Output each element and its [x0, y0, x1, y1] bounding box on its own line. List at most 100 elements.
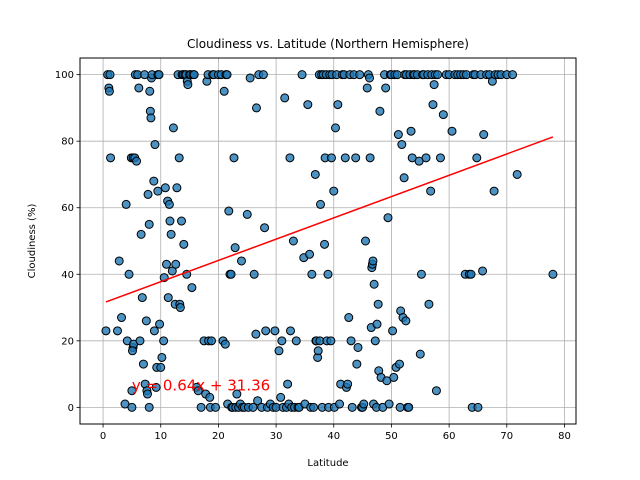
- data-point: [261, 326, 271, 336]
- data-point: [320, 239, 330, 249]
- data-point: [230, 243, 240, 253]
- data-point: [313, 346, 323, 356]
- data-point: [288, 236, 298, 246]
- plot-area-frame: [79, 57, 577, 425]
- data-point: [150, 140, 160, 150]
- y-tick-label: 100: [55, 70, 74, 81]
- x-tick-label: 80: [558, 431, 571, 442]
- data-point: [416, 269, 426, 279]
- data-point: [395, 359, 405, 369]
- data-point: [187, 283, 197, 293]
- data-point: [177, 216, 187, 226]
- data-point: [473, 402, 483, 412]
- data-point: [335, 399, 345, 409]
- data-point: [340, 153, 350, 163]
- data-point: [226, 269, 236, 279]
- data-point: [260, 223, 270, 233]
- data-points: [101, 70, 558, 412]
- data-point: [326, 153, 336, 163]
- data-point: [165, 216, 175, 226]
- data-point: [508, 70, 518, 80]
- data-point: [466, 269, 476, 279]
- data-point: [251, 103, 261, 113]
- data-point: [258, 70, 268, 80]
- data-point: [415, 349, 425, 359]
- data-point: [399, 173, 409, 183]
- data-point: [124, 269, 134, 279]
- data-point: [106, 153, 116, 163]
- data-point: [112, 326, 122, 336]
- data-point: [323, 269, 333, 279]
- data-point: [307, 269, 317, 279]
- data-point: [249, 269, 259, 279]
- data-point: [286, 326, 296, 336]
- data-point: [242, 209, 252, 219]
- data-point: [428, 100, 438, 110]
- data-point: [159, 336, 169, 346]
- data-point: [101, 326, 111, 336]
- data-point: [143, 189, 153, 199]
- data-point: [168, 123, 178, 133]
- data-point: [431, 386, 441, 396]
- data-point: [384, 399, 394, 409]
- data-point: [365, 73, 375, 83]
- data-point: [360, 236, 370, 246]
- data-point: [424, 299, 434, 309]
- data-point: [146, 113, 156, 123]
- y-axis-title: Cloudiness (%): [27, 204, 38, 279]
- data-point: [472, 153, 482, 163]
- data-point: [193, 386, 203, 396]
- data-point: [196, 402, 206, 412]
- data-point: [309, 402, 319, 412]
- data-point: [369, 279, 379, 289]
- data-point: [280, 93, 290, 103]
- data-point: [274, 346, 284, 356]
- data-point: [164, 199, 174, 209]
- data-point: [253, 396, 263, 406]
- x-tick-label: 0: [100, 431, 106, 442]
- data-point: [127, 346, 137, 356]
- x-tick-label: 60: [443, 431, 456, 442]
- data-point: [370, 336, 380, 346]
- x-tick-label: 20: [212, 431, 225, 442]
- data-point: [277, 336, 287, 346]
- data-point: [344, 313, 354, 323]
- data-point: [447, 126, 457, 136]
- data-point: [346, 336, 356, 346]
- data-point: [548, 269, 558, 279]
- data-point: [438, 110, 448, 120]
- data-point: [222, 70, 232, 80]
- data-point: [134, 83, 144, 93]
- data-point: [224, 206, 234, 216]
- data-point: [512, 169, 522, 179]
- data-point: [326, 336, 336, 346]
- data-point: [114, 256, 124, 266]
- data-point: [205, 392, 215, 402]
- data-point: [333, 100, 343, 110]
- data-point: [171, 259, 181, 269]
- data-point: [154, 70, 164, 80]
- data-point: [343, 379, 353, 389]
- data-point: [189, 70, 199, 80]
- x-tick-label: 10: [154, 431, 167, 442]
- data-point: [373, 299, 383, 309]
- data-point: [355, 70, 365, 80]
- data-point: [330, 123, 340, 133]
- data-point: [142, 389, 152, 399]
- chart-title: Cloudiness vs. Latitude (Northern Hemisp…: [187, 37, 469, 51]
- data-point: [175, 303, 185, 313]
- data-point: [426, 186, 436, 196]
- data-point: [347, 402, 357, 412]
- data-point: [251, 329, 261, 339]
- data-point: [270, 326, 280, 336]
- data-point: [433, 70, 443, 80]
- data-point: [157, 352, 167, 362]
- data-point: [365, 153, 375, 163]
- data-point: [381, 83, 391, 93]
- data-point: [389, 372, 399, 382]
- data-point: [121, 199, 131, 209]
- y-tick-label: 20: [61, 336, 74, 347]
- x-tick-label: 30: [270, 431, 283, 442]
- data-point: [174, 153, 184, 163]
